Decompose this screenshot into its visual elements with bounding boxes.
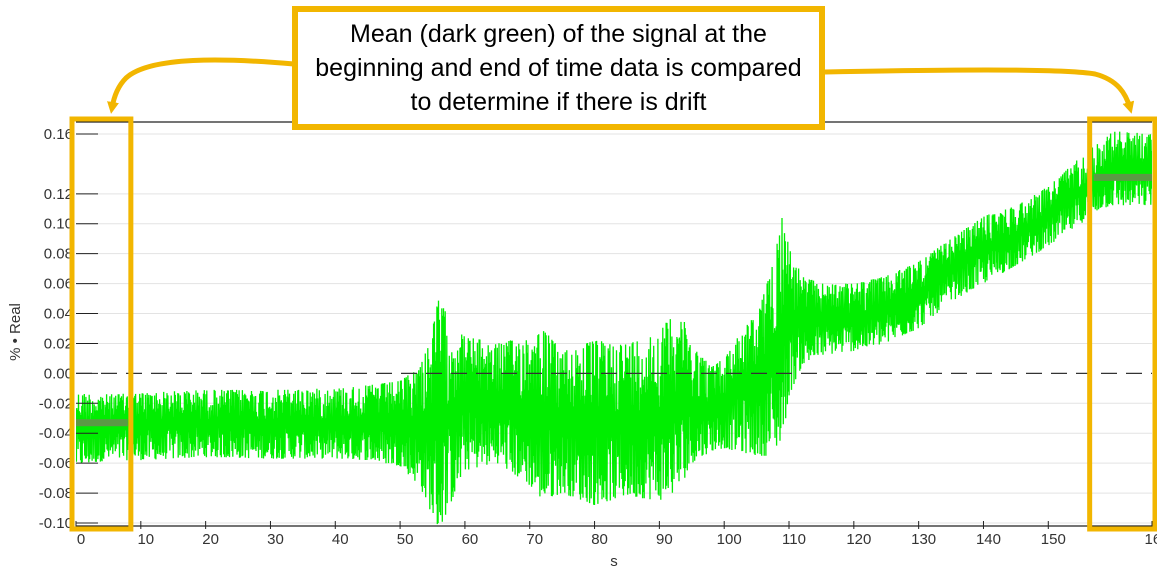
mean-markers (76, 173, 1152, 427)
x-tick-label: 80 (591, 531, 608, 548)
y-tick-label: -0.02 (39, 395, 73, 412)
x-tick-label: 60 (462, 531, 479, 548)
axes: 0.16 0.12 0.10 0.08 0.06 0.04 0.02 0.00 -0.02 -0.… (39, 121, 1157, 548)
y-tick-label: 0.16 (44, 126, 73, 143)
highlight-windows (69, 116, 1157, 532)
x-tick-label: 70 (526, 531, 543, 548)
x-tick-label: 0 (77, 531, 85, 548)
signal-trace (76, 131, 1152, 525)
y-tick-label: 0.12 (44, 186, 73, 203)
y-tick-label: 0.06 (44, 276, 73, 293)
y-axis-title: % • Real (7, 303, 24, 361)
y-tick-label: 0.02 (44, 335, 73, 352)
start-window-box (69, 116, 134, 532)
end-window-box (1087, 116, 1157, 532)
callout-arrows (107, 57, 1135, 114)
x-tick-label: 40 (332, 531, 349, 548)
x-tick-label: 50 (397, 531, 414, 548)
x-tick-label: 130 (911, 531, 936, 548)
right-callout-arrow (824, 67, 1135, 114)
y-tick-label: 0.00 (44, 365, 73, 382)
x-tick-label: 120 (846, 531, 871, 548)
x-tick-label: 166 (1144, 531, 1157, 548)
y-tick-label: -0.06 (39, 455, 73, 472)
y-tick-label: 0.04 (44, 306, 73, 323)
x-tick-label: 150 (1041, 531, 1066, 548)
x-tick-label: 110 (782, 531, 806, 548)
x-tick-label: 10 (137, 531, 154, 548)
x-axis-title: s (610, 553, 618, 569)
drift-callout: Mean (dark green) of the signal at the b… (292, 6, 825, 130)
x-tick-label: 30 (267, 531, 284, 548)
x-tick-label: 20 (202, 531, 219, 548)
y-tick-label: -0.10 (39, 515, 73, 532)
x-tick-label: 140 (976, 531, 1001, 548)
y-tick-label: 0.08 (44, 246, 73, 263)
y-tick-label: -0.04 (39, 425, 73, 442)
x-tick-label: 90 (656, 531, 673, 548)
y-tick-label: 0.10 (44, 216, 73, 233)
x-tick-label: 100 (717, 531, 742, 548)
signal-line (76, 131, 1152, 525)
left-callout-arrow (107, 57, 295, 114)
callout-text: Mean (dark green) of the signal at the b… (315, 20, 802, 116)
y-tick-label: -0.08 (39, 485, 73, 502)
